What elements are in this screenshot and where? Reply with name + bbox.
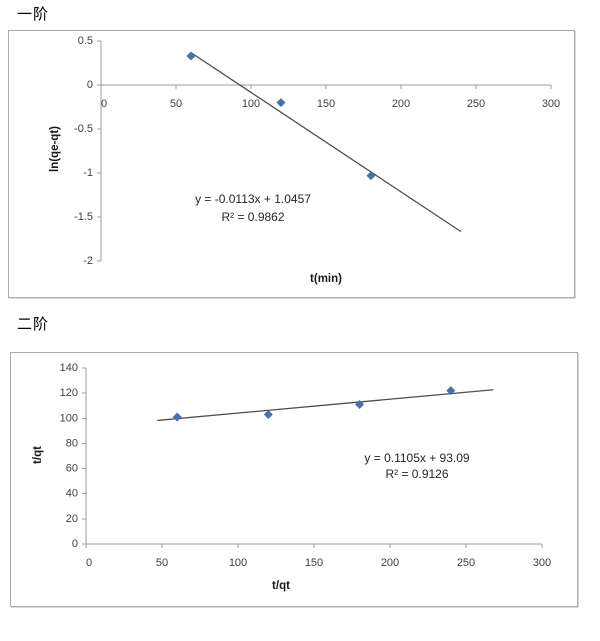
y-tick-label: 0.5 (78, 35, 93, 47)
y-tick-label: 120 (60, 387, 78, 399)
x-tick-label: 50 (170, 98, 182, 110)
data-point (366, 171, 376, 181)
y-tick-label: -1.5 (74, 211, 93, 223)
section-title-first-order: 一阶 (17, 6, 50, 23)
section-title-second-order: 二阶 (17, 316, 50, 333)
y-tick-label: 0 (72, 538, 78, 550)
data-point (446, 386, 456, 396)
trendline (157, 389, 494, 422)
x-tick-label: 150 (305, 557, 323, 569)
r-squared-label: R² = 0.9862 (221, 210, 284, 224)
data-point (172, 412, 182, 422)
y-axis-title: t/qt (32, 446, 44, 464)
x-axis-title: t(min) (310, 273, 342, 285)
y-tick-label: 0 (87, 79, 93, 91)
x-tick-label: 300 (533, 557, 551, 569)
x-tick-label: 0 (101, 98, 107, 110)
y-tick-label: 80 (66, 437, 78, 449)
x-tick-label: 150 (317, 98, 335, 110)
y-tick-label: 100 (60, 412, 78, 424)
equation-label: y = 0.1105x + 93.09 (364, 451, 470, 465)
equation-label: y = -0.0113x + 1.0457 (195, 192, 311, 206)
y-tick-label: -2 (83, 255, 93, 267)
x-tick-label: 200 (392, 98, 410, 110)
x-tick-label: 250 (467, 98, 485, 110)
y-tick-label: 20 (66, 513, 78, 525)
y-tick-label: -0.5 (74, 123, 93, 135)
x-tick-label: 0 (86, 557, 92, 569)
chart-first-order-container: 0 50 100 150 200 250 300 0.5 0 -0.5 -1 -1.5 -2 y = -0… (8, 30, 575, 298)
x-tick-label: 100 (242, 98, 260, 110)
data-point (276, 98, 286, 108)
x-tick-label: 100 (229, 557, 247, 569)
trendline (190, 52, 462, 233)
data-point (263, 410, 273, 420)
x-tick-label: 250 (457, 557, 475, 569)
y-tick-label: 60 (66, 463, 78, 475)
x-axis-title: t/qt (272, 580, 290, 592)
x-tick-label: 50 (156, 557, 168, 569)
data-point (186, 51, 196, 61)
chart-first-order: 0 50 100 150 200 250 300 0.5 0 -0.5 -1 -1.5 -2 y = -0… (49, 35, 560, 285)
data-point (355, 399, 365, 409)
x-tick-label: 300 (542, 98, 560, 110)
r-squared-label: R² = 0.9126 (385, 467, 448, 481)
y-tick-label: 40 (66, 488, 78, 500)
y-axis-title: ln(qe-qt) (49, 126, 61, 172)
chart-second-order: 0 50 100 150 200 250 300 0 20 40 60 80 100 120 140 y = … (32, 362, 551, 592)
chart-second-order-container: 0 50 100 150 200 250 300 0 20 40 60 80 100 120 140 y = … (10, 352, 578, 607)
y-tick-label: 140 (60, 362, 78, 374)
y-tick-label: -1 (83, 167, 93, 179)
x-tick-label: 200 (381, 557, 399, 569)
